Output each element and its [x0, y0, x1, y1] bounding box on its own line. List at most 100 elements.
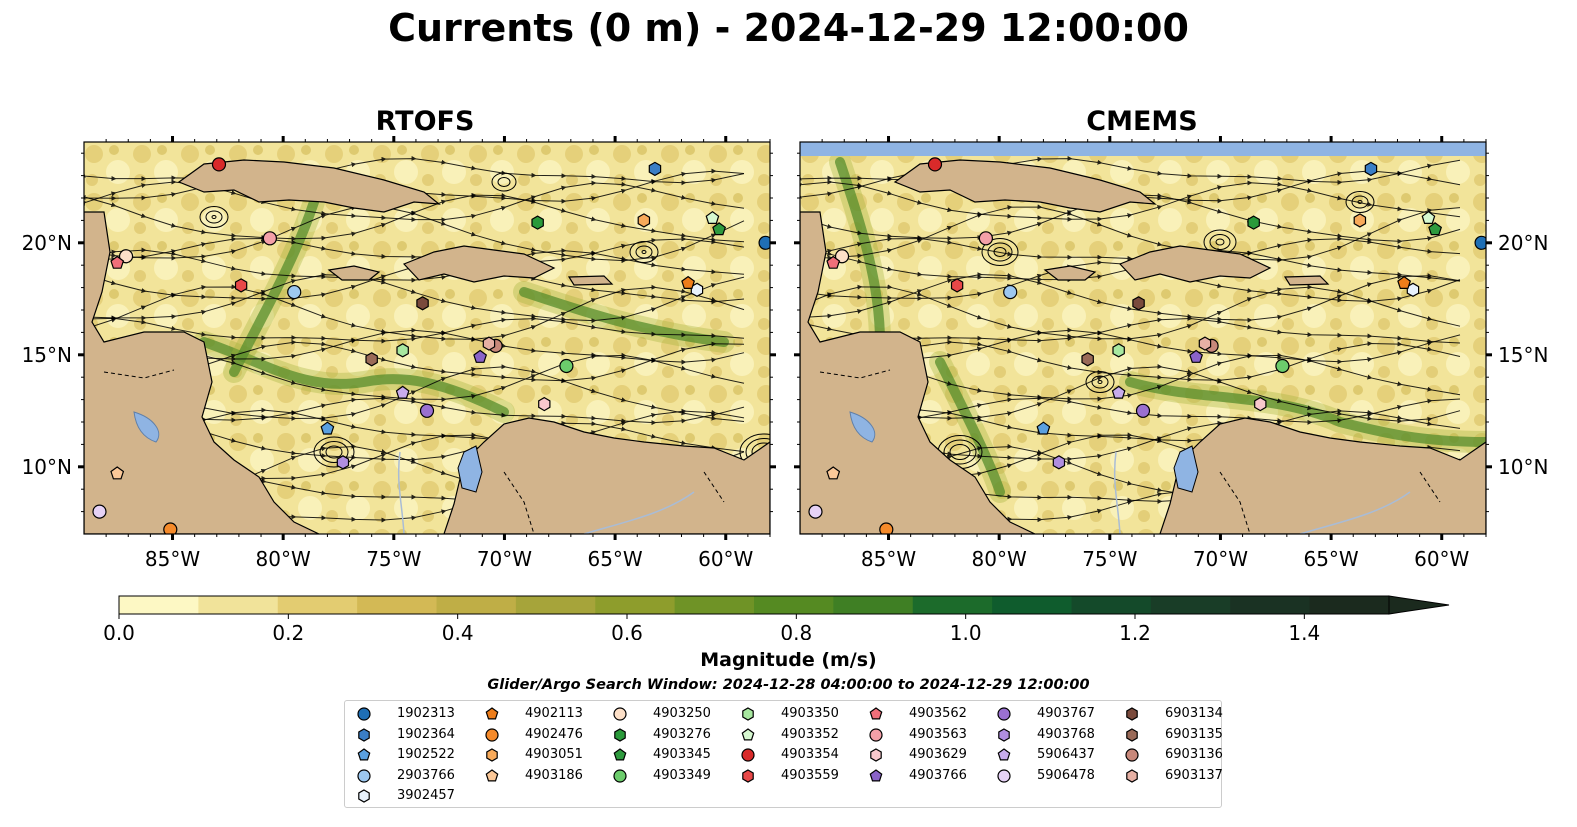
- float-marker-4903349: [1275, 358, 1290, 374]
- colorbar-segment: [992, 596, 1072, 614]
- legend-label: 4903250: [653, 706, 711, 721]
- float-marker-6903137: [1198, 336, 1212, 351]
- pentagon-icon: [485, 707, 499, 720]
- legend-label: 5906437: [1037, 747, 1095, 762]
- float-marker-4903766: [1189, 349, 1204, 363]
- colorbar-extend-arrow: [1388, 595, 1450, 615]
- float-marker-4903562: [826, 255, 841, 269]
- float-marker-4903766: [473, 349, 488, 363]
- x-tick-label: 80°W: [256, 547, 311, 571]
- float-marker-4903352: [1421, 210, 1436, 224]
- legend-label: 4903766: [909, 767, 967, 783]
- lake-nicaragua: [133, 411, 160, 443]
- x-tick-label: 85°W: [861, 547, 916, 571]
- legend-marker-4903563: [869, 727, 883, 742]
- float-marker-4902113: [1397, 275, 1412, 289]
- colorbar-segment: [515, 596, 596, 614]
- panel-rtofs: 85°W 80°W 75°W 70°W 65°W 60°W 20°N 15°N 10°N: [22, 136, 776, 571]
- colorbar-tick-label: 1.4: [1288, 621, 1320, 640]
- float-marker-4903250: [118, 249, 134, 264]
- legend-marker-4903768: [998, 727, 1010, 742]
- panel-title-rtofs: RTOFS: [375, 106, 475, 137]
- eddy-streamline: [1209, 234, 1231, 250]
- circle-icon: [869, 727, 883, 742]
- float-marker-4903768: [336, 455, 350, 470]
- hexagon-icon: [358, 727, 370, 742]
- legend-label: 6903134: [1165, 706, 1223, 721]
- hexagon-icon: [1126, 727, 1138, 742]
- land-mass: [893, 159, 1157, 213]
- eddy-streamline: [319, 441, 349, 463]
- circle-icon: [357, 768, 371, 783]
- hexagon-icon: [358, 789, 370, 803]
- eddy-streamline: [491, 172, 517, 192]
- legend-marker-6903136: [1125, 748, 1139, 762]
- legend-label: 4903352: [781, 726, 839, 742]
- x-tick-label: 85°W: [145, 547, 200, 571]
- legend-marker-1902313: [357, 707, 371, 721]
- map-frame: [799, 141, 1487, 535]
- y-tick-label: 10°N: [1498, 455, 1548, 479]
- colorbar-tick-label: 1.0: [950, 621, 982, 640]
- float-marker-1902522: [1036, 421, 1051, 435]
- float-marker-4903629: [538, 396, 551, 412]
- circle-icon: [613, 707, 627, 721]
- float-marker-4903186: [110, 466, 125, 480]
- eddy-streamline: [629, 241, 659, 263]
- float-marker-4903767: [1135, 403, 1151, 418]
- float-marker-4903186: [826, 466, 841, 480]
- hexagon-icon: [614, 727, 626, 742]
- float-marker-4903350: [1112, 343, 1125, 358]
- x-tick-label: 60°W: [698, 547, 753, 571]
- pentagon-icon: [869, 768, 883, 781]
- land-mass: [402, 245, 556, 283]
- float-marker-1902364: [1364, 161, 1378, 177]
- hexagon-icon: [742, 707, 754, 721]
- land-mass: [800, 211, 1036, 534]
- legend-marker-3902457: [358, 789, 370, 803]
- legend-label: 4903186: [525, 767, 583, 783]
- eddy-streamline: [313, 436, 355, 468]
- land-mass: [567, 275, 614, 286]
- float-marker-2903766: [1003, 284, 1018, 300]
- float-legend: 1902313 1902364 1902522 2903766 3902457 49021…: [344, 700, 1223, 808]
- eddy-streamline: [1091, 375, 1109, 389]
- legend-label: 5906478: [1037, 767, 1095, 783]
- float-marker-4903767: [419, 403, 435, 418]
- panel-title-cmems: CMEMS: [1086, 106, 1198, 137]
- colorbar-segment: [1150, 596, 1231, 614]
- map-figure: 85°W 80°W 75°W 70°W 65°W 60°W20°N15°N10°N85°W…: [22, 136, 1548, 640]
- float-marker-4903051: [1353, 213, 1367, 228]
- circle-icon: [997, 707, 1011, 721]
- legend-marker-6903135: [1126, 727, 1138, 742]
- lake-maracaibo: [457, 445, 483, 493]
- x-tick-label: 65°W: [587, 547, 642, 571]
- lake-maracaibo: [1173, 445, 1199, 493]
- legend-label: 4903051: [525, 747, 583, 762]
- float-marker-2903766: [287, 284, 302, 300]
- float-marker-4903563: [262, 231, 277, 246]
- colorbar-frame: [118, 595, 1390, 615]
- float-marker-4903354: [927, 157, 943, 172]
- float-marker-4903562: [110, 255, 125, 269]
- eddy-streamline: [1351, 195, 1369, 209]
- river: [1113, 451, 1121, 534]
- legend-marker-4903352: [741, 727, 755, 740]
- colorbar-tick-label: 0.6: [611, 621, 643, 640]
- colorbar-tick-label: 0.2: [272, 621, 304, 640]
- country-border: [819, 369, 1441, 534]
- legend-marker-1902364: [358, 727, 370, 742]
- search-window-caption: Glider/Argo Search Window: 2024-12-28 04…: [487, 677, 1090, 693]
- legend-marker-1902522: [357, 748, 371, 761]
- legend-marker-2903766: [357, 768, 371, 783]
- colorbar-segment: [1230, 596, 1311, 614]
- pentagon-icon: [357, 748, 371, 761]
- hexagon-icon: [486, 748, 498, 762]
- legend-marker-4903767: [997, 707, 1011, 721]
- legend-label: 4903354: [781, 747, 839, 762]
- legend-label: 4903345: [653, 747, 711, 762]
- circle-icon: [1125, 748, 1139, 762]
- pentagon-icon: [613, 748, 627, 761]
- float-marker-1902313: [758, 235, 770, 250]
- land-mass: [327, 265, 381, 281]
